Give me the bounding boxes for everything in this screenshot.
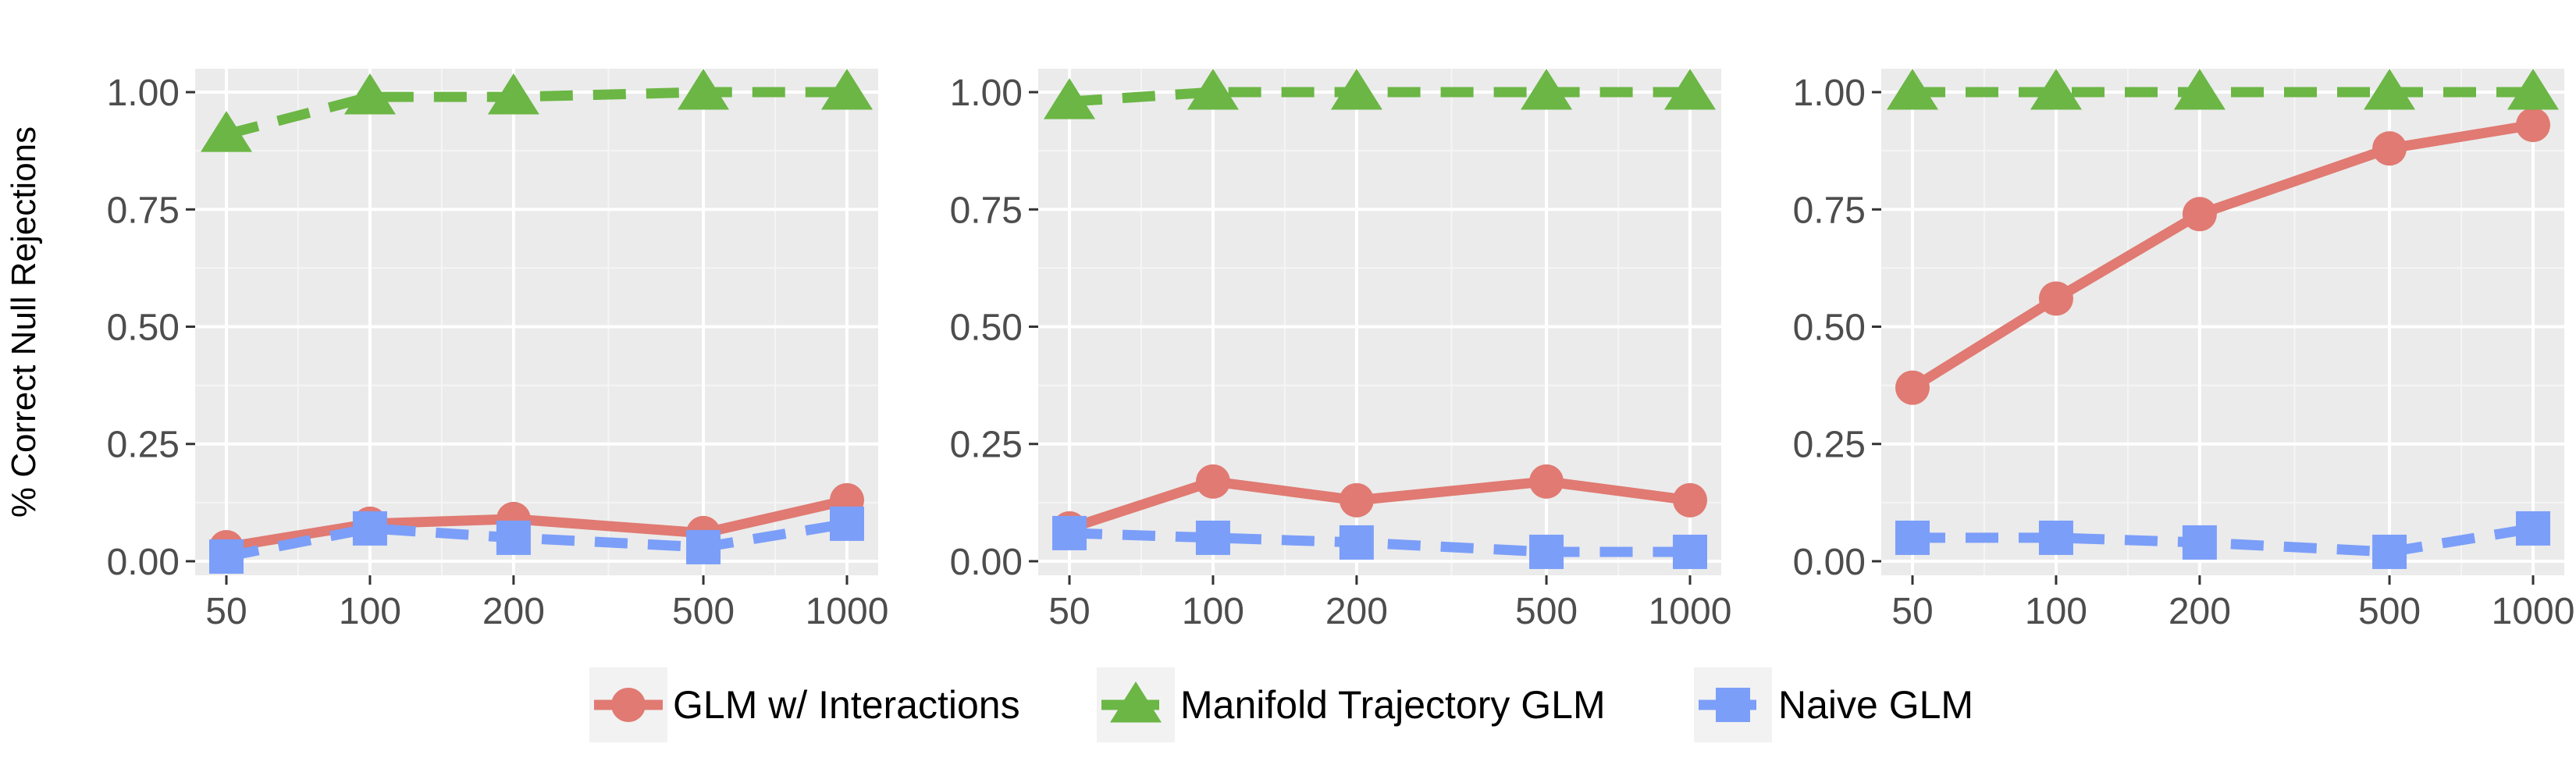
x-tick-label: 200 <box>482 591 545 632</box>
legend-key-marker <box>1716 688 1750 722</box>
y-tick-label: 0.00 <box>950 542 1023 583</box>
y-tick-label: 0.75 <box>950 190 1023 231</box>
data-point-series-3 <box>2182 525 2217 560</box>
data-point-series-1 <box>1673 482 1707 518</box>
y-tick-label: 1.00 <box>950 73 1023 114</box>
panel-2: 0.00 0.25 0.50 0.75 1.00 50 100 200 500 1000 <box>950 69 1732 632</box>
data-point-series-2 <box>1187 69 1239 110</box>
data-point-series-2 <box>1887 69 1938 110</box>
y-tick-label: 0.25 <box>950 425 1023 466</box>
data-point-series-1 <box>1339 482 1374 518</box>
data-point-series-2 <box>2030 69 2082 110</box>
x-tick-label: 1000 <box>2492 591 2575 632</box>
data-point-series-3 <box>2038 520 2073 555</box>
y-tick-label: 0.25 <box>107 425 180 466</box>
y-tick-label: 0.75 <box>107 190 180 231</box>
panel-1: 0.00 0.25 0.50 0.75 1.00 50 100 200 500 1000 <box>107 69 889 632</box>
y-tick-label: 1.00 <box>1793 73 1866 114</box>
legend-label: Manifold Trajectory GLM <box>1180 683 1606 727</box>
legend-label: Naive GLM <box>1778 683 1973 727</box>
data-point-series-3 <box>2372 534 2407 569</box>
legend-key-marker <box>1110 681 1162 723</box>
x-tick-label: 50 <box>1048 591 1090 632</box>
panel-3: 0.00 0.25 0.50 0.75 1.00 50 100 200 500 1000 <box>1793 69 2575 632</box>
x-tick-label: 1000 <box>806 591 889 632</box>
panel-background <box>195 69 878 575</box>
data-point-series-3 <box>1895 520 1930 555</box>
data-point-series-3 <box>496 520 531 555</box>
y-tick-label: 0.50 <box>1793 308 1866 349</box>
data-point-series-1 <box>2372 131 2407 166</box>
data-point-series-2 <box>2364 69 2416 110</box>
data-point-series-2 <box>201 111 252 152</box>
y-tick-label: 1.00 <box>107 73 180 114</box>
x-tick-label: 500 <box>2358 591 2421 632</box>
data-point-series-3 <box>686 529 721 564</box>
y-axis-label: % Correct Null Rejections <box>5 126 43 518</box>
x-tick-label: 100 <box>1182 591 1244 632</box>
x-tick-label: 500 <box>672 591 735 632</box>
y-tick-label: 0.00 <box>107 542 180 583</box>
legend: GLM w/ Interactions Manifold Trajectory G… <box>589 667 1973 742</box>
x-tick-label: 1000 <box>1649 591 1732 632</box>
y-tick-label: 0.25 <box>1793 425 1866 466</box>
data-point-series-2 <box>2507 69 2559 110</box>
legend-label: GLM w/ Interactions <box>673 683 1020 727</box>
x-tick-label: 100 <box>2025 591 2087 632</box>
data-point-series-2 <box>2173 69 2226 110</box>
data-point-series-1 <box>2516 108 2550 143</box>
data-point-series-2 <box>343 73 396 115</box>
y-tick-label: 0.00 <box>1793 542 1866 583</box>
data-point-series-1 <box>1529 464 1564 499</box>
x-tick-label: 200 <box>2169 591 2231 632</box>
x-tick-label: 50 <box>205 591 247 632</box>
legend-key-marker <box>611 688 646 722</box>
x-tick-label: 100 <box>339 591 401 632</box>
y-tick-label: 0.75 <box>1793 190 1866 231</box>
data-point-series-2 <box>1044 78 1095 119</box>
data-point-series-2 <box>1521 69 1573 110</box>
x-tick-label: 200 <box>1325 591 1388 632</box>
data-point-series-2 <box>1330 69 1382 110</box>
data-point-series-3 <box>1673 534 1707 569</box>
data-point-series-3 <box>1529 534 1564 569</box>
data-point-series-3 <box>1052 515 1087 550</box>
y-tick-label: 0.50 <box>950 308 1023 349</box>
data-point-series-3 <box>830 506 864 541</box>
data-point-series-2 <box>1664 69 1716 110</box>
data-point-series-2 <box>487 73 539 115</box>
x-tick-label: 50 <box>1891 591 1933 632</box>
data-point-series-3 <box>352 511 387 546</box>
data-point-series-3 <box>2516 511 2550 546</box>
data-point-series-2 <box>821 69 873 110</box>
data-point-series-1 <box>1895 370 1930 405</box>
y-tick-label: 0.50 <box>107 308 180 349</box>
data-point-series-1 <box>1195 464 1230 499</box>
data-point-series-3 <box>1339 525 1374 560</box>
x-tick-label: 500 <box>1515 591 1578 632</box>
data-point-series-1 <box>2038 281 2073 316</box>
data-point-series-2 <box>678 69 730 110</box>
panel-background <box>1881 69 2564 575</box>
data-point-series-3 <box>1195 520 1230 555</box>
data-point-series-3 <box>209 539 244 574</box>
data-point-series-1 <box>2182 197 2217 232</box>
